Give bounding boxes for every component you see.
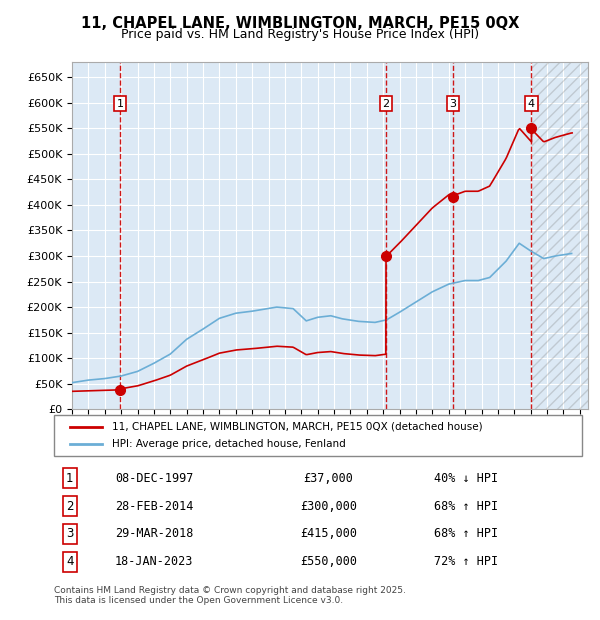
Text: £37,000: £37,000 bbox=[304, 472, 353, 485]
Text: 4: 4 bbox=[528, 99, 535, 108]
Text: 68% ↑ HPI: 68% ↑ HPI bbox=[434, 528, 498, 541]
Text: £550,000: £550,000 bbox=[300, 555, 357, 568]
Text: 11, CHAPEL LANE, WIMBLINGTON, MARCH, PE15 0QX: 11, CHAPEL LANE, WIMBLINGTON, MARCH, PE1… bbox=[81, 16, 519, 30]
Text: 68% ↑ HPI: 68% ↑ HPI bbox=[434, 500, 498, 513]
Text: 1: 1 bbox=[116, 99, 124, 108]
Text: 2: 2 bbox=[66, 500, 74, 513]
Text: 29-MAR-2018: 29-MAR-2018 bbox=[115, 528, 194, 541]
FancyBboxPatch shape bbox=[54, 415, 582, 456]
Text: £300,000: £300,000 bbox=[300, 500, 357, 513]
Bar bbox=[532, 62, 588, 409]
Text: 72% ↑ HPI: 72% ↑ HPI bbox=[434, 555, 498, 568]
Text: 3: 3 bbox=[66, 528, 74, 541]
Text: 1: 1 bbox=[66, 472, 74, 485]
Text: 11, CHAPEL LANE, WIMBLINGTON, MARCH, PE15 0QX (detached house): 11, CHAPEL LANE, WIMBLINGTON, MARCH, PE1… bbox=[112, 422, 483, 432]
Text: 4: 4 bbox=[66, 555, 74, 568]
Text: 3: 3 bbox=[449, 99, 457, 108]
Bar bbox=[532, 62, 588, 409]
Text: 18-JAN-2023: 18-JAN-2023 bbox=[115, 555, 194, 568]
Text: Contains HM Land Registry data © Crown copyright and database right 2025.
This d: Contains HM Land Registry data © Crown c… bbox=[54, 586, 406, 605]
Text: 2: 2 bbox=[382, 99, 389, 108]
Text: 08-DEC-1997: 08-DEC-1997 bbox=[115, 472, 194, 485]
Text: 40% ↓ HPI: 40% ↓ HPI bbox=[434, 472, 498, 485]
Text: £415,000: £415,000 bbox=[300, 528, 357, 541]
Text: HPI: Average price, detached house, Fenland: HPI: Average price, detached house, Fenl… bbox=[112, 440, 346, 450]
Text: Price paid vs. HM Land Registry's House Price Index (HPI): Price paid vs. HM Land Registry's House … bbox=[121, 28, 479, 41]
Text: 28-FEB-2014: 28-FEB-2014 bbox=[115, 500, 194, 513]
